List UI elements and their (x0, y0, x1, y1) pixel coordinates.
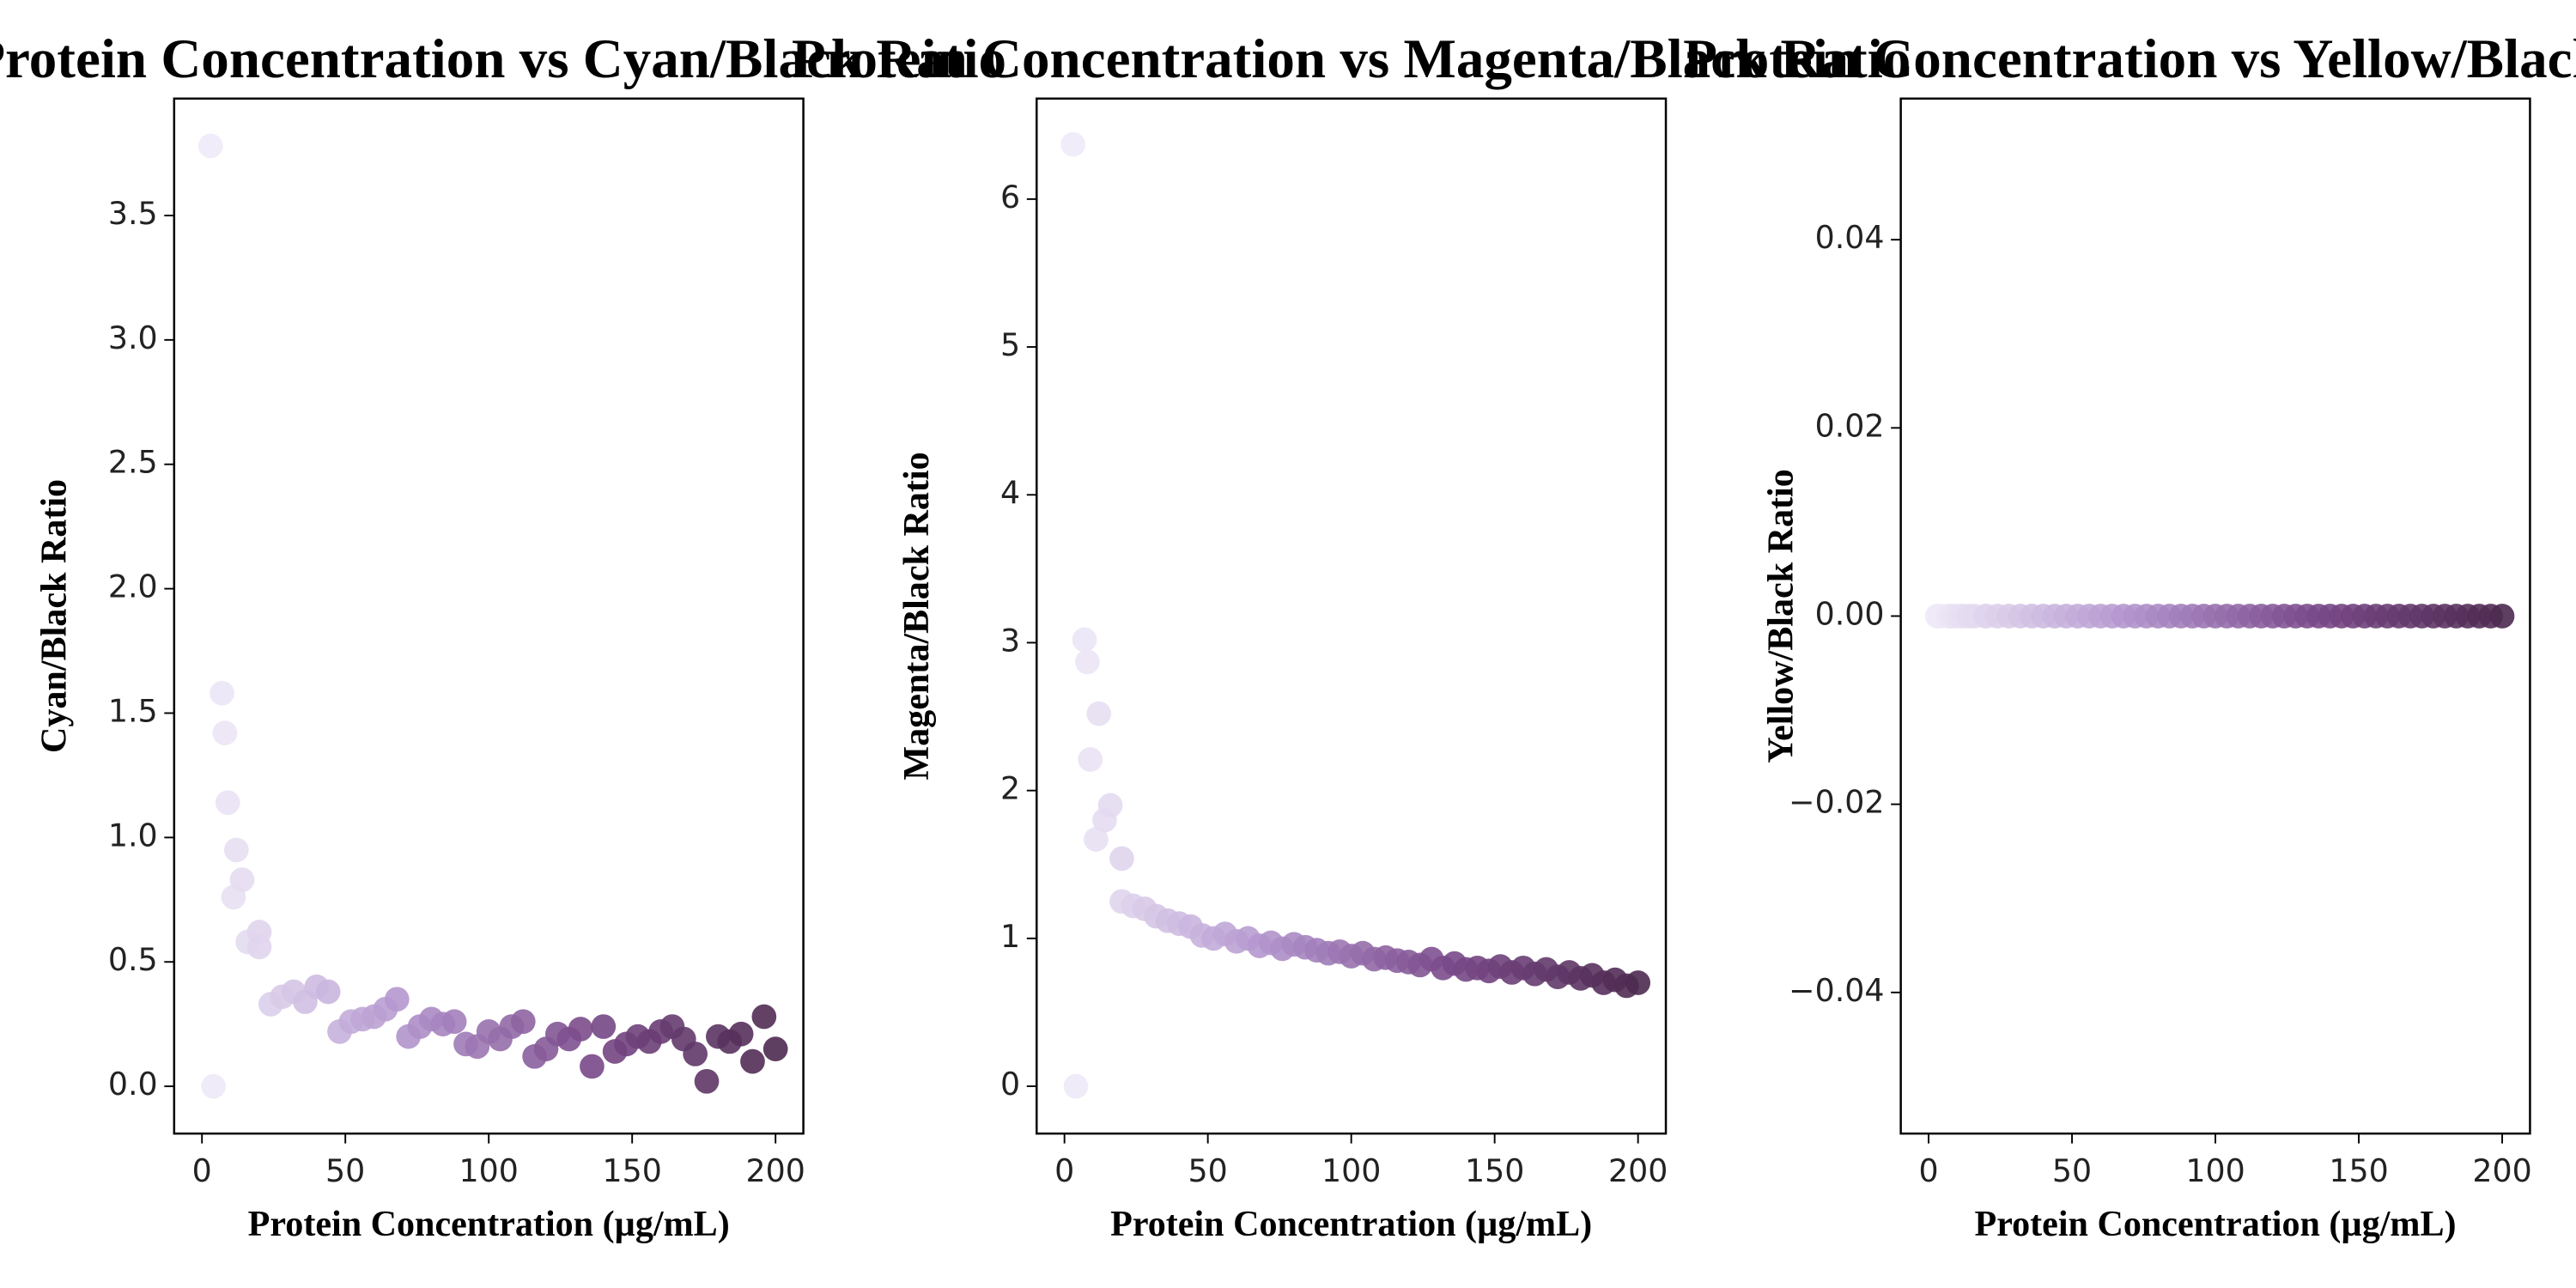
y-axis-label: Magenta/Black Ratio (896, 452, 937, 780)
chart-title: Protein Concentration vs Yellow/Black Ra… (1683, 28, 2576, 90)
x-tick-label: 100 (1321, 1152, 1381, 1189)
y-tick-label: 6 (1000, 179, 1020, 216)
y-tick-label: 0.5 (108, 941, 158, 978)
data-point (762, 1036, 788, 1061)
x-tick-label: 200 (1608, 1152, 1668, 1189)
x-tick-label: 200 (2472, 1152, 2531, 1189)
y-tick-label: 0 (1000, 1066, 1020, 1103)
data-point (197, 133, 223, 159)
data-point (591, 1014, 617, 1039)
y-tick-label: 1.0 (108, 817, 158, 854)
data-point (740, 1048, 765, 1074)
data-point (229, 867, 255, 892)
plot-frame (1899, 97, 2531, 1135)
y-tick-label: 1.5 (108, 692, 158, 729)
y-tick-label: 2 (1000, 770, 1020, 807)
data-point (1063, 1073, 1089, 1099)
y-tick-label: −0.02 (1789, 784, 1884, 821)
data-point (510, 1009, 536, 1035)
x-tick-label: 100 (459, 1152, 519, 1189)
x-tick-label: 150 (1465, 1152, 1524, 1189)
y-tick-label: 3 (1000, 622, 1020, 659)
x-tick-label: 150 (2329, 1152, 2388, 1189)
data-point (1109, 846, 1134, 872)
y-tick-label: 0.02 (1815, 407, 1885, 444)
y-tick-label: 2.0 (108, 568, 158, 605)
x-tick-label: 200 (746, 1152, 805, 1189)
data-point (1084, 827, 1109, 852)
x-tick-label: 0 (1054, 1152, 1074, 1189)
data-point (223, 837, 249, 863)
chart-title: Protein Concentration vs Cyan/Black Rati… (0, 28, 1006, 90)
data-point (1625, 970, 1651, 995)
y-tick-label: 0.0 (108, 1066, 158, 1103)
data-point (1060, 131, 1086, 157)
x-axis-label: Protein Concentration (µg/mL) (1975, 1204, 2457, 1244)
data-point (384, 987, 410, 1012)
y-tick-label: 5 (1000, 326, 1020, 363)
y-tick-label: 0.00 (1815, 595, 1885, 632)
data-point (441, 1009, 467, 1035)
data-point (580, 1054, 605, 1079)
data-point (215, 790, 240, 816)
x-axis-label: Protein Concentration (µg/mL) (1110, 1204, 1592, 1244)
y-tick-label: 4 (1000, 474, 1020, 511)
x-tick-label: 50 (2052, 1152, 2092, 1189)
data-point (568, 1017, 593, 1042)
y-tick-label: 3.5 (108, 195, 158, 232)
chart-title: Protein Concentration vs Magenta/Black R… (792, 28, 1911, 90)
x-tick-label: 0 (1918, 1152, 1938, 1189)
data-point (1072, 627, 1097, 653)
data-point (315, 979, 341, 1005)
x-tick-label: 100 (2185, 1152, 2245, 1189)
data-point (210, 680, 234, 706)
data-point (1075, 649, 1100, 675)
x-tick-label: 0 (192, 1152, 212, 1189)
data-point (751, 1004, 777, 1030)
x-tick-label: 150 (603, 1152, 662, 1189)
y-axis-label: Yellow/Black Ratio (1760, 469, 1801, 762)
plot-frame (173, 97, 805, 1135)
y-tick-label: 0.04 (1815, 219, 1885, 256)
x-tick-label: 50 (325, 1152, 365, 1189)
y-tick-label: −0.04 (1789, 972, 1884, 1009)
x-tick-label: 50 (1188, 1152, 1228, 1189)
data-point (212, 720, 238, 746)
y-tick-label: 2.5 (108, 444, 158, 481)
data-point (683, 1042, 708, 1066)
plot-frame (1036, 97, 1668, 1135)
data-point (201, 1073, 226, 1099)
y-axis-label: Cyan/Black Ratio (34, 479, 75, 753)
data-point (2489, 604, 2515, 629)
data-point (246, 934, 272, 960)
y-tick-label: 3.0 (108, 319, 158, 356)
data-point (1078, 747, 1103, 772)
data-point (694, 1068, 720, 1094)
data-point (1086, 701, 1112, 726)
data-point (1097, 793, 1123, 818)
x-axis-label: Protein Concentration (µg/mL) (248, 1204, 730, 1244)
y-tick-label: 1 (1000, 918, 1020, 955)
data-point (728, 1021, 754, 1047)
